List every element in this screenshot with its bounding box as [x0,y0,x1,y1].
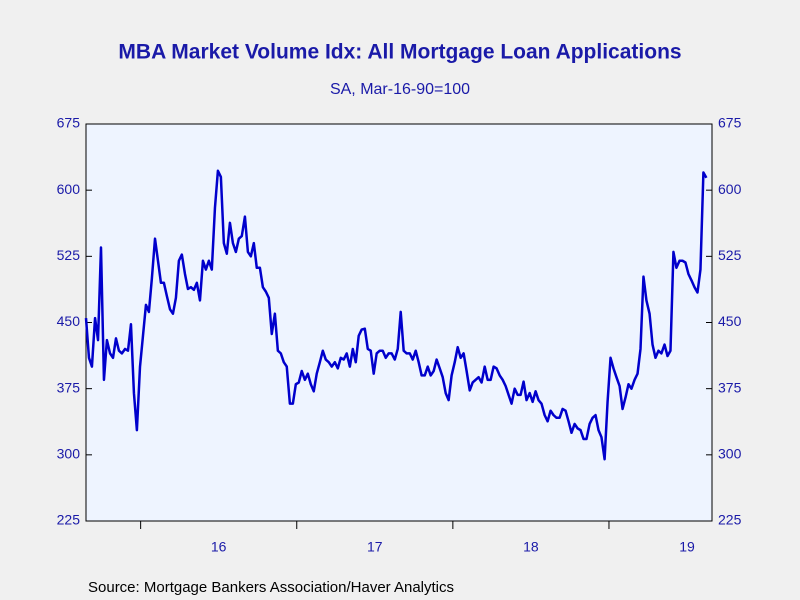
chart-subtitle: SA, Mar-16-90=100 [330,81,470,98]
x-tick-label: 19 [679,539,695,555]
y-tick-label: 225 [57,512,81,528]
y2-tick-label: 675 [718,115,742,131]
y-tick-label: 525 [57,247,81,263]
x-tick-label: 18 [523,539,539,555]
y2-tick-label: 300 [718,446,742,462]
chart-title: MBA Market Volume Idx: All Mortgage Loan… [118,41,681,64]
x-tick-label: 17 [367,539,383,555]
y2-tick-label: 600 [718,181,742,197]
y2-tick-label: 225 [718,512,742,528]
x-tick-label: 16 [211,539,227,555]
y-tick-label: 300 [57,446,81,462]
y-tick-label: 375 [57,379,81,395]
y2-tick-label: 450 [718,313,742,329]
source-note: Source: Mortgage Bankers Association/Hav… [88,579,454,596]
y-tick-label: 600 [57,181,81,197]
y2-tick-label: 375 [718,379,742,395]
y-tick-label: 450 [57,313,81,329]
data-line [84,169,708,461]
y-tick-label: 675 [57,115,81,131]
y2-tick-label: 525 [718,247,742,263]
